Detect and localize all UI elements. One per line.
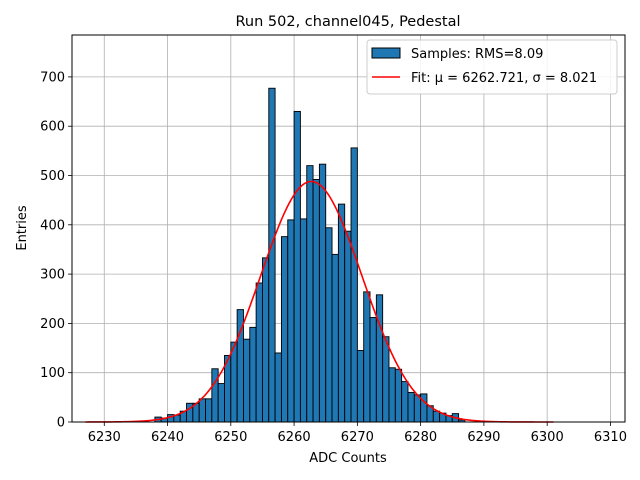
histogram-bar [432,410,441,423]
x-tick-label: 6300 [531,430,564,445]
histogram-bar [356,350,365,423]
histogram-bar [394,368,403,423]
y-tick-label: 600 [40,120,65,135]
histogram-bar [369,317,377,423]
x-tick-label: 6280 [404,430,437,445]
y-tick-label: 0 [57,416,65,431]
histogram-bar [217,383,225,423]
legend: Samples: RMS=8.09 Fit: μ = 6262.721, σ =… [366,39,618,95]
histogram-bar [198,398,206,423]
histogram-bar [268,87,276,423]
histogram-bar [299,218,308,423]
histogram-bar [388,367,396,423]
chart-title: Run 502, channel045, Pedestal [235,14,460,30]
histogram-bar [306,165,314,423]
legend-histogram-swatch [371,47,401,59]
y-tick-label: 500 [40,169,65,184]
x-axis-label: ADC Counts [309,451,387,466]
histogram-bar [287,219,295,423]
histogram-bar [363,291,371,423]
gaussian-fit-layer [85,180,554,423]
y-tick-label: 100 [40,366,65,381]
histogram-bar [420,393,428,423]
histogram-bar [407,391,415,423]
y-tick-label: 400 [40,218,65,233]
legend-box [366,39,618,95]
histogram-bar [331,253,339,423]
x-tick-label: 6310 [594,430,627,445]
histogram-bar [205,398,213,423]
histogram-bar [211,368,219,423]
plot-frame [71,34,626,423]
legend-histogram-label: Samples: RMS=8.09 [411,47,543,62]
y-tick-label: 700 [40,70,65,85]
x-tick-label: 6290 [467,430,500,445]
histogram-bar [274,352,282,423]
y-axis-ticks: 0 100 200 300 400 500 600 700 [40,70,72,431]
gaussian-fit-curve [85,180,554,423]
histogram-bar [243,338,251,423]
histogram-bar [375,294,384,423]
y-tick-label: 300 [40,268,65,283]
histogram-bar [318,163,327,423]
histogram-bar [293,110,301,423]
histogram-bar [255,282,263,423]
x-tick-label: 6270 [341,430,374,445]
histogram-bar [337,203,346,423]
x-tick-label: 6250 [214,430,247,445]
y-tick-label: 200 [40,317,65,332]
y-axis-label: Entries [15,205,30,251]
legend-fit-label: Fit: μ = 6262.721, σ = 8.021 [411,71,597,86]
x-tick-label: 6240 [151,430,184,445]
histogram-bar [280,236,289,423]
histogram-bar [325,227,333,423]
x-tick-label: 6260 [278,430,311,445]
histogram-bar [350,147,358,423]
histogram-bar [230,341,238,423]
histogram-bar [382,336,390,423]
histogram-bar [401,381,409,423]
x-axis-ticks: 6230 6240 6250 6260 6270 6280 6290 6300 6310 [88,422,627,445]
histogram-bar [413,394,422,423]
x-tick-label: 6230 [88,430,121,445]
histogram-bar [249,326,257,423]
histogram-bars [154,87,466,423]
histogram-bar [312,178,320,423]
histogram-bar [344,230,352,423]
histogram-bar [261,257,270,423]
